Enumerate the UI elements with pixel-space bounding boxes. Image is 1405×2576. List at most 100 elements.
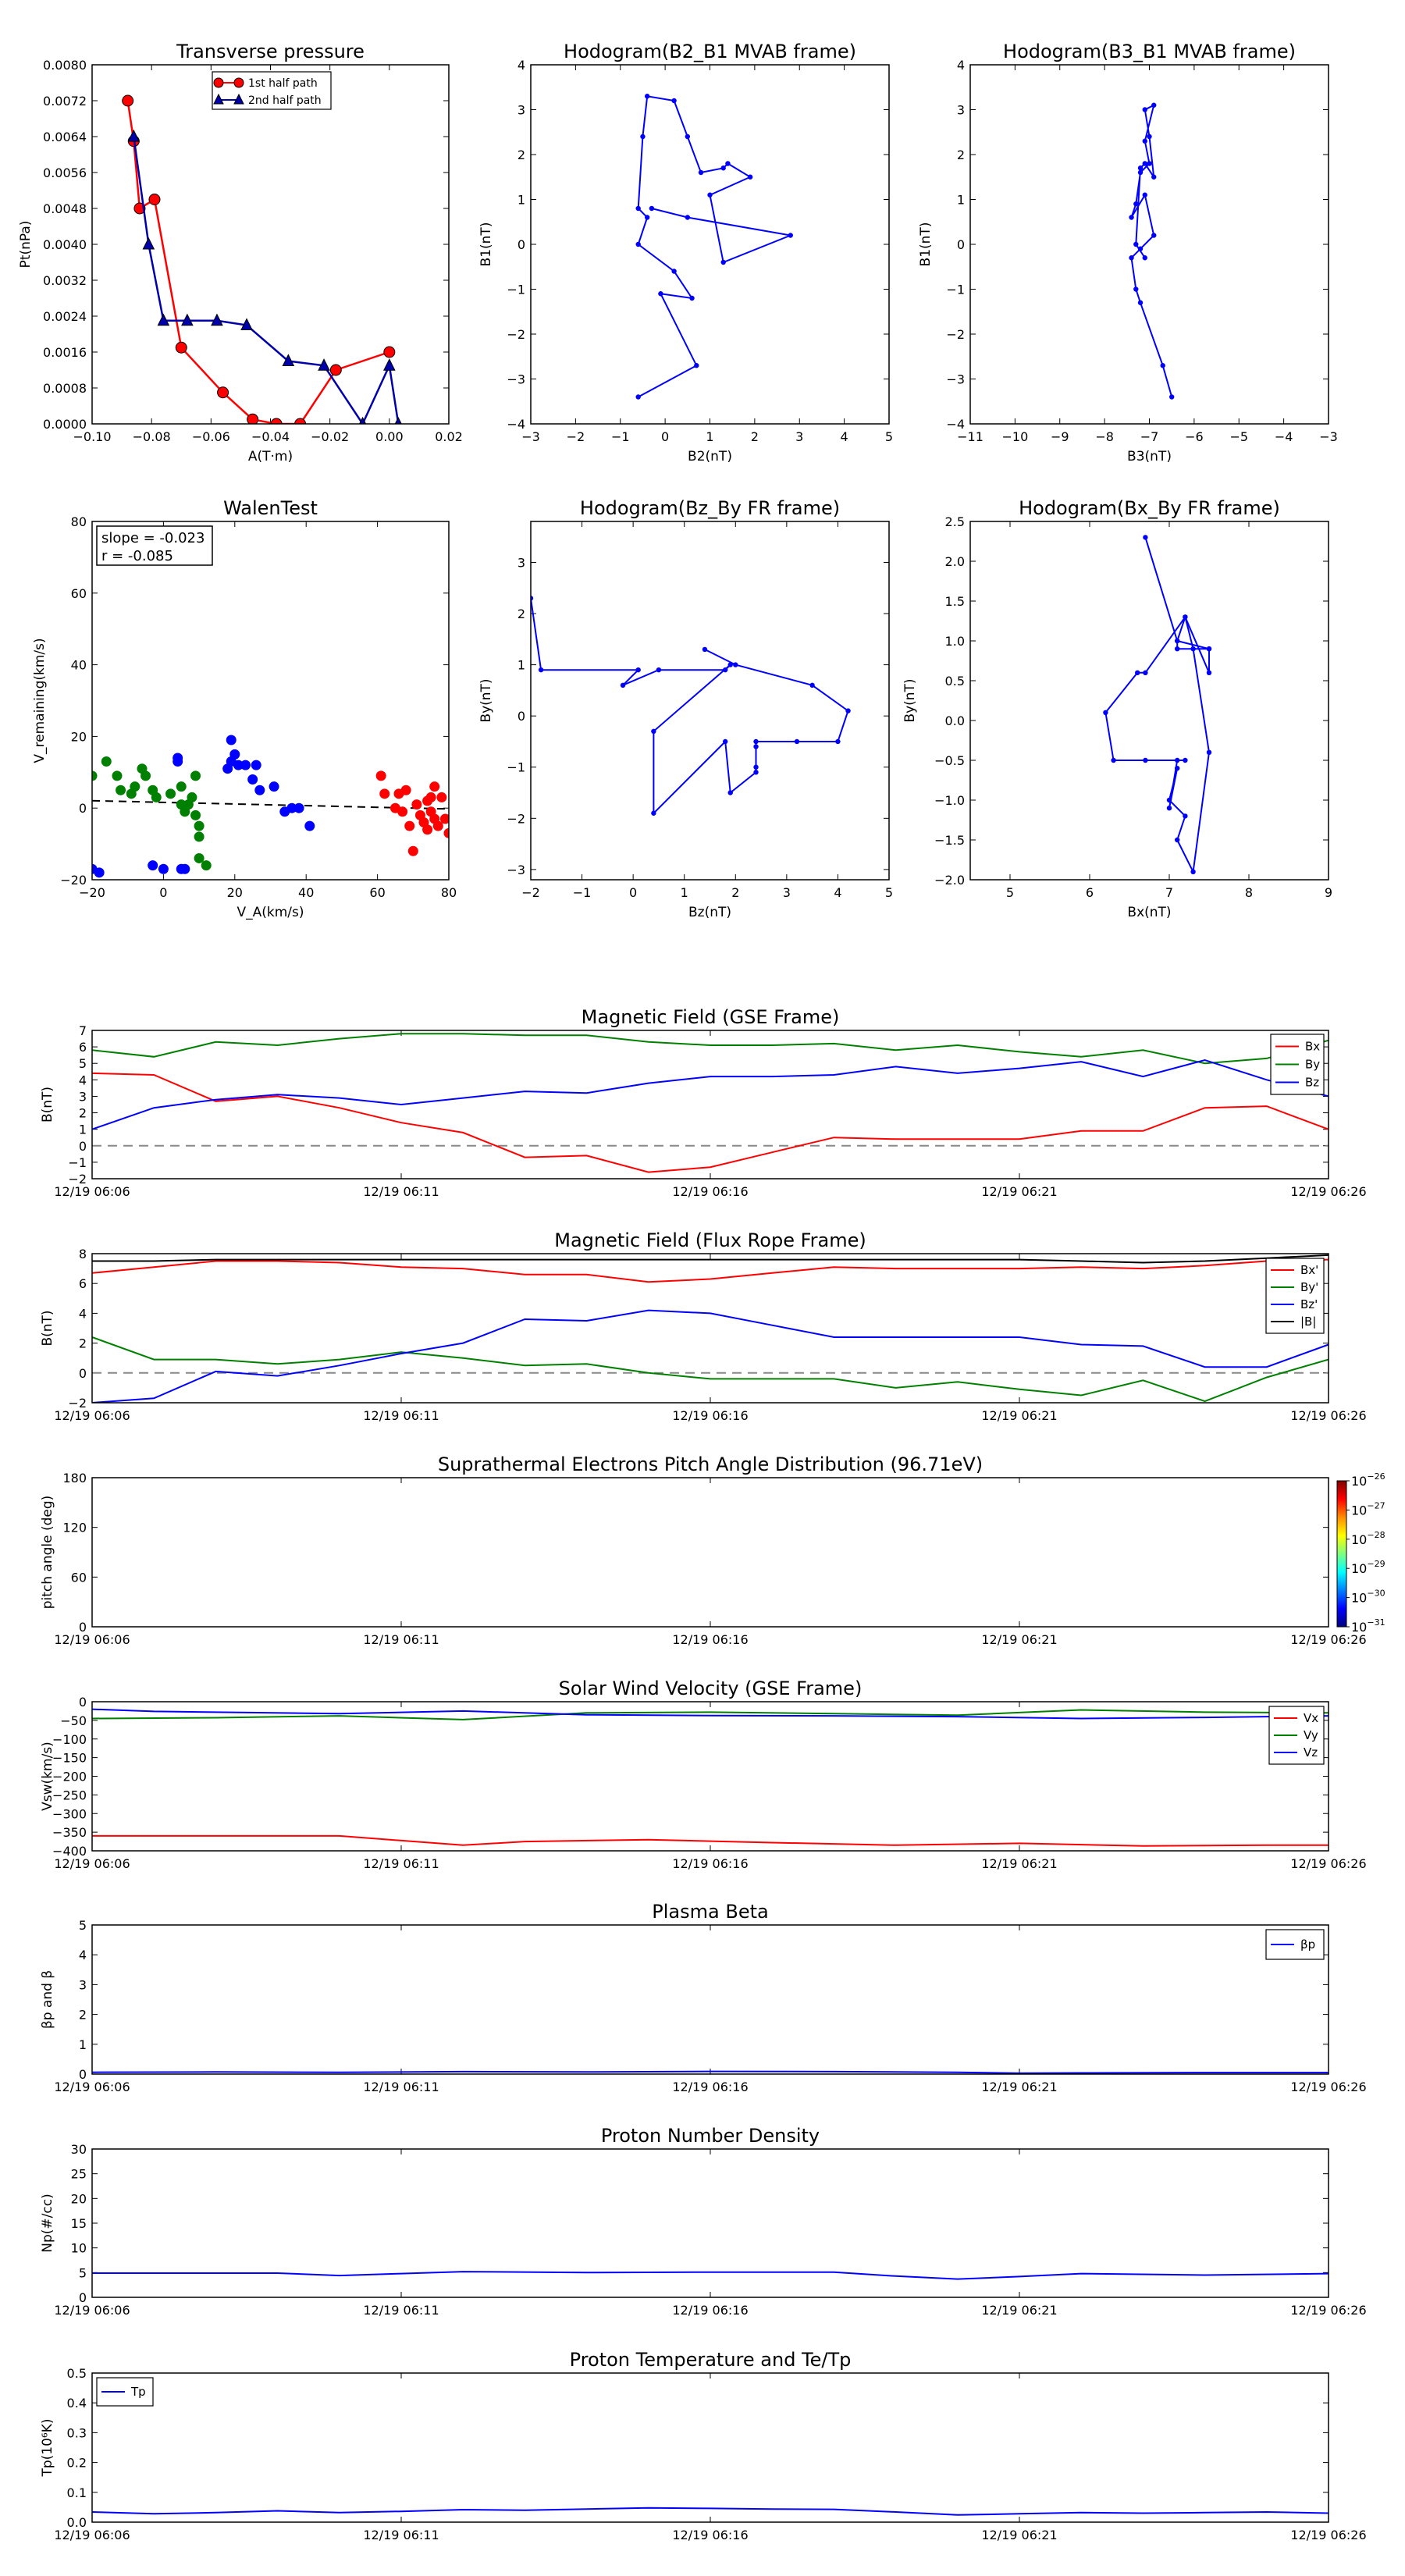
series-line: [92, 1336, 1329, 1403]
y-tick-label: 0: [79, 1366, 87, 1381]
x-tick-label: 1: [681, 885, 688, 900]
data-point: [217, 386, 229, 399]
y-tick-label: 60: [71, 586, 87, 601]
hodogram-chart-h1: −3 −2 −1 0 1 2 3 4 5−4−3−2−101234Hodogram(B2_B1 …: [478, 41, 893, 464]
legend-box: [212, 71, 332, 110]
legend-label: Vz: [1304, 1745, 1318, 1759]
legend-marker: [213, 77, 224, 88]
plot-frame: [530, 521, 890, 881]
data-point: [122, 94, 134, 107]
y-tick-label: 0: [79, 1620, 87, 1635]
data-point: [753, 770, 759, 775]
data-point: [1166, 806, 1172, 811]
y-tick-label: −4: [507, 417, 525, 432]
y-tick-label: −250: [52, 1788, 87, 1802]
y-axis-label: V_remaining(km/s): [32, 638, 48, 763]
y-tick-label: 0.0: [67, 2515, 87, 2530]
time-series-chart-tpch: 12/19 06:06 12/19 06:11 12/19 06:16 12/19 0…: [40, 2349, 1367, 2542]
data-point: [1183, 757, 1188, 763]
y-tick-label: −3: [507, 372, 525, 387]
y-axis-label: Tp(10⁶K): [40, 2418, 55, 2477]
colorbar-tick-base: 10: [1351, 1532, 1367, 1547]
x-tick-label: 0: [661, 429, 669, 444]
data-point: [1175, 837, 1180, 843]
x-tick-label: 12/19 06:16: [672, 1184, 748, 1199]
data-point: [733, 662, 738, 667]
data-point: [1135, 670, 1140, 675]
y-tick-label: 0: [79, 1695, 87, 1710]
colorbar-tick-label: 10−29: [1351, 1559, 1385, 1576]
legend-label: Bx': [1300, 1263, 1318, 1277]
colorbar-rect: [1336, 1480, 1347, 1628]
x-tick-label: 9: [1325, 885, 1332, 900]
x-tick-label: −4: [1275, 429, 1293, 444]
plot-area: [92, 1033, 1329, 1173]
data-point: [1137, 165, 1144, 171]
x-tick-label: −20: [79, 885, 105, 900]
colorbar-tick-label: 10−30: [1351, 1589, 1385, 1606]
y-tick-label: 80: [71, 514, 87, 529]
y-tick-label: 120: [62, 1521, 87, 1535]
y-tick-label: −2.0: [934, 873, 965, 888]
data-point: [685, 215, 691, 220]
data-point: [1175, 638, 1180, 644]
x-tick-label: 0: [629, 885, 637, 900]
plot-frame: [91, 1030, 1329, 1179]
y-tick-label: 20: [71, 2191, 87, 2206]
x-tick-label: −0.02: [311, 429, 349, 444]
data-point: [443, 827, 449, 838]
data-point: [254, 785, 265, 795]
legend-label: Vy: [1304, 1728, 1318, 1742]
colorbar-tick-label: 10−28: [1351, 1530, 1385, 1547]
y-tick-label: 0.0072: [43, 94, 87, 109]
x-tick-label: 12/19 06:06: [54, 2303, 130, 2318]
legend-marker: [233, 77, 244, 88]
plot-area: [122, 94, 402, 424]
x-tick-label: 12/19 06:11: [363, 1408, 439, 1423]
data-point: [240, 318, 253, 330]
data-point: [635, 394, 641, 400]
legend-marker: [233, 93, 244, 105]
chart-title: Solar Wind Velocity (GSE Frame): [559, 1678, 863, 1699]
data-point: [190, 809, 201, 820]
data-point: [142, 237, 155, 250]
x-tick-label: −9: [1051, 429, 1069, 444]
data-point: [148, 194, 161, 205]
hodogram-chart-h4: 5 6 7 8 9 −2.0 −1.5 −1.0 −0.5 0.0 0.5 1.0 1.5 2.0 2.5 H…: [902, 497, 1332, 920]
y-tick-label: 4: [957, 58, 965, 73]
data-point: [1133, 286, 1139, 292]
data-point: [1151, 233, 1157, 238]
series-line: [92, 2070, 1329, 2074]
data-point: [194, 820, 205, 831]
y-tick-label: 3: [79, 1977, 87, 1992]
y-tick-label: −2: [507, 327, 525, 342]
y-tick-label: −3: [946, 372, 965, 387]
slope-annotation: slope = -0.023: [101, 530, 205, 546]
legend: 1st half path 2nd half path: [212, 71, 332, 110]
x-tick-label: 12/19 06:21: [981, 2528, 1057, 2542]
time-series-chart-beta: 12/19 06:06 12/19 06:11 12/19 06:16 12/19 0…: [40, 1901, 1367, 2094]
x-tick-label: 12/19 06:06: [54, 1408, 130, 1423]
data-point: [375, 770, 386, 781]
plot-frame: [91, 521, 450, 881]
data-point: [1190, 869, 1196, 875]
data-point: [1147, 133, 1152, 140]
legend-label: Bz': [1300, 1297, 1318, 1311]
data-point: [304, 820, 315, 831]
series-line: [92, 1072, 1329, 1173]
x-tick-label: 12/19 06:06: [54, 2528, 130, 2542]
y-tick-label: 2: [518, 607, 525, 621]
y-tick-label: 3: [79, 1089, 87, 1104]
x-tick-label: 12/19 06:06: [54, 1856, 130, 1871]
x-tick-label: 1: [706, 429, 713, 444]
legend-label: Tp: [130, 2385, 146, 2399]
x-tick-label: −8: [1095, 429, 1114, 444]
data-point: [1142, 255, 1147, 261]
data-point: [727, 790, 733, 795]
data-point: [180, 863, 190, 874]
x-tick-label: 5: [885, 885, 893, 900]
legend: βp: [1265, 1929, 1325, 1960]
legend: Tp: [96, 2377, 154, 2407]
plot-area: [1103, 535, 1212, 875]
series-line: [92, 1834, 1329, 1847]
